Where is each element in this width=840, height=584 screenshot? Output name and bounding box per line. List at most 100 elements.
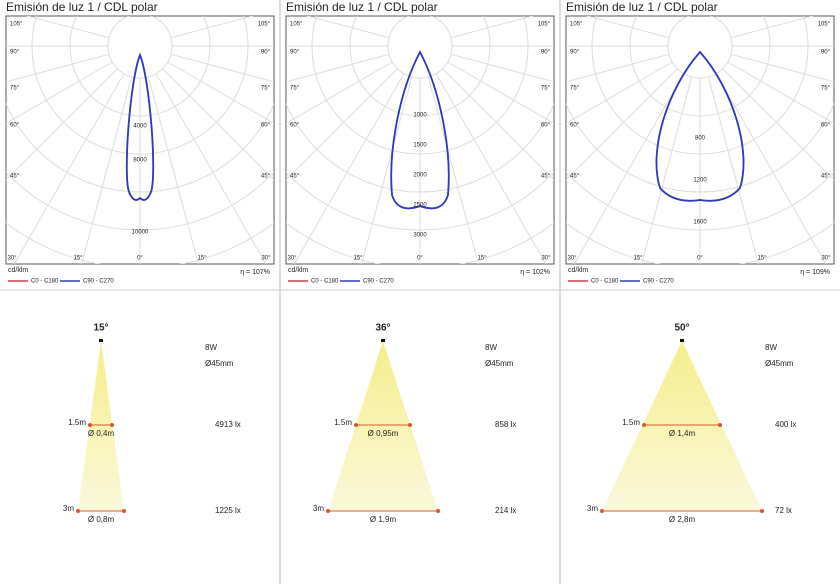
grid-ray <box>641 76 693 264</box>
end-dot <box>122 509 126 513</box>
end-dot <box>600 509 604 513</box>
end-dot <box>760 509 764 513</box>
grid-ray <box>450 53 554 83</box>
grid-ray <box>715 73 827 264</box>
angle-label: 60° <box>570 123 580 129</box>
angle-label: 45° <box>290 174 300 180</box>
grid-ray <box>435 73 547 264</box>
radial-label: 1500 <box>413 143 427 149</box>
radial-label: 10000 <box>132 230 149 236</box>
legend-entry: C90 - C270 <box>83 279 114 285</box>
radial-label: 1600 <box>693 220 707 226</box>
angle-label: 105° <box>538 22 551 28</box>
diameter: Ø 2,8m <box>669 515 696 524</box>
end-dot <box>88 423 92 427</box>
legend-entry: C0 - C180 <box>31 279 59 285</box>
polar-grid <box>6 16 274 264</box>
angle-label: 15° <box>353 256 363 262</box>
efficiency: η = 107% <box>240 269 270 276</box>
angle-label: 15° <box>477 256 487 262</box>
radial-label: 8000 <box>133 158 147 164</box>
distance: 3m <box>587 504 598 513</box>
end-dot <box>354 423 358 427</box>
illuminance: 400 lx <box>775 420 796 429</box>
grid-ray <box>306 16 390 39</box>
panel-title: Emisión de luz 1 / CDL polar <box>6 0 158 14</box>
size: Ø45mm <box>765 359 794 368</box>
angle-label: 75° <box>10 86 20 92</box>
lamp <box>99 339 103 342</box>
angle-label: 75° <box>261 86 271 92</box>
angle-label: 75° <box>570 86 580 92</box>
power: 8W <box>765 343 777 352</box>
grid-ray <box>566 53 670 83</box>
angle-label: 60° <box>290 123 300 129</box>
grid-ray <box>155 73 267 264</box>
curve-c90 <box>390 50 450 210</box>
angle-label: 45° <box>541 174 551 180</box>
illuminance: 4913 lx <box>215 420 241 429</box>
end-dot <box>718 423 722 427</box>
panel-title: Emisión de luz 1 / CDL polar <box>566 0 718 14</box>
beam-angle: 36° <box>375 323 390 334</box>
radial-label: 3000 <box>413 233 427 239</box>
lamp <box>381 339 385 342</box>
grid-ray <box>730 53 834 83</box>
grid-ray <box>162 68 274 181</box>
panel-title: Emisión de luz 1 / CDL polar <box>286 0 438 14</box>
diameter: Ø 0,95m <box>368 429 399 438</box>
unit: cd/klm <box>288 267 308 274</box>
angle-label: 0° <box>697 256 703 262</box>
angle-label: 105° <box>290 22 303 28</box>
radial-label: 1200 <box>693 178 707 184</box>
angle-label: 90° <box>290 50 300 56</box>
grid-ray <box>361 76 413 264</box>
curve-c90 <box>655 50 745 202</box>
power: 8W <box>205 343 217 352</box>
angle-label: 15° <box>633 256 643 262</box>
panel: Emisión de luz 1 / CDL polar 105° 105° 90° 9… <box>285 0 555 524</box>
grid-ray <box>586 16 670 39</box>
legend-entry: C90 - C270 <box>643 279 674 285</box>
distance: 1.5m <box>334 418 352 427</box>
grid-ray <box>13 73 125 264</box>
radial-label: 4000 <box>133 124 147 130</box>
legend-entry: C0 - C180 <box>591 279 619 285</box>
unit: cd/klm <box>8 267 28 274</box>
grid-ray <box>286 68 398 181</box>
diameter: Ø 0,8m <box>88 515 115 524</box>
grid-ray <box>26 16 110 39</box>
illuminance: 72 lx <box>775 506 792 515</box>
angle-label: 105° <box>570 22 583 28</box>
illuminance: 1225 lx <box>215 506 241 515</box>
polar-grid <box>286 16 554 264</box>
distance: 3m <box>313 504 324 513</box>
grid-ray <box>450 16 534 39</box>
illuminance: 858 lx <box>495 420 516 429</box>
angle-label: 30° <box>567 256 577 262</box>
radial-label: 1000 <box>413 113 427 119</box>
angle-label: 75° <box>290 86 300 92</box>
grid-ray <box>707 76 759 264</box>
end-dot <box>642 423 646 427</box>
grid-ray <box>427 76 479 264</box>
polar-grid <box>566 16 834 264</box>
grid-ray <box>286 53 390 83</box>
distance: 3m <box>63 504 74 513</box>
grid-ray <box>293 73 405 264</box>
grid-ray <box>170 53 274 83</box>
power: 8W <box>485 343 497 352</box>
size: Ø45mm <box>205 359 234 368</box>
angle-label: 90° <box>821 50 831 56</box>
angle-label: 45° <box>570 174 580 180</box>
angle-label: 105° <box>10 22 23 28</box>
lamp <box>680 339 684 342</box>
diameter: Ø 0,4m <box>88 429 115 438</box>
angle-label: 15° <box>757 256 767 262</box>
angle-label: 90° <box>261 50 271 56</box>
angle-label: 45° <box>261 174 271 180</box>
efficiency: η = 109% <box>800 269 830 276</box>
beam-angle: 50° <box>674 323 689 334</box>
radial-label: 2000 <box>413 173 427 179</box>
